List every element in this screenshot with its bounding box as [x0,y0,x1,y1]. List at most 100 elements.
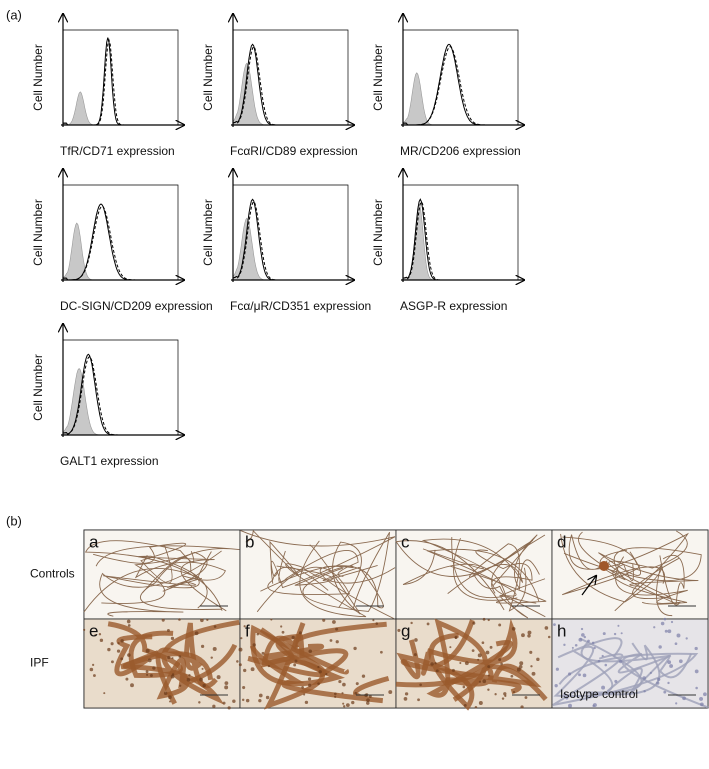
nucleus [471,649,475,652]
nucleus [487,688,490,691]
y-axis-label: Cell Number [31,44,45,111]
nucleus [258,698,262,703]
nucleus [343,705,346,708]
nucleus [613,632,617,636]
nucleus [125,677,129,681]
nucleus [426,622,430,626]
isotype-histogram [232,217,348,281]
nucleus [663,617,667,621]
nucleus [530,665,533,668]
x-axis-label: MR/CD206 expression [400,144,521,158]
nucleus [555,667,559,671]
nucleus [334,695,337,698]
nucleus [238,663,242,667]
nucleus [206,618,209,621]
nucleus [527,634,531,638]
nucleus [345,703,350,708]
nucleus [676,633,681,638]
micrograph: g [395,617,553,711]
nucleus [201,667,204,670]
nucleus [242,685,246,690]
alveolar-wall [615,555,688,606]
nucleus [463,703,467,707]
nucleus [664,629,668,633]
alveolar-wall [93,542,187,584]
nucleus [298,631,302,635]
panel-letter: b [245,532,254,551]
micrograph: h [551,617,709,709]
nucleus [527,630,532,635]
nucleus [529,650,533,654]
nucleus [224,685,229,690]
nucleus [675,702,678,705]
nucleus [368,695,372,698]
micrograph: f [238,618,397,710]
nucleus [568,672,572,676]
alveolar-wall [598,551,699,588]
tissue-band [426,618,513,702]
nucleus [604,663,608,667]
nucleus [694,646,698,651]
tissue-band [580,641,709,709]
nucleus [489,645,493,649]
alveolar-wall [302,532,391,612]
nucleus [419,683,422,687]
alveolar-wall [101,551,208,604]
panel-b-label: (b) [6,513,22,528]
nucleus [578,637,583,642]
nucleus [216,675,221,680]
nucleus [238,647,243,652]
y-axis-label: Cell Number [201,199,215,266]
nucleus [361,674,366,678]
y-axis-label: Cell Number [201,44,215,111]
nucleus [667,660,672,665]
nucleus [166,628,170,632]
nucleus [146,673,149,676]
nucleus [127,653,131,657]
nucleus [179,684,182,687]
nucleus [294,659,298,663]
nucleus [147,658,152,663]
nucleus [89,667,94,672]
nucleus [212,646,217,651]
nucleus [524,696,528,699]
nucleus [169,700,172,703]
x-axis-label: TfR/CD71 expression [60,144,175,158]
nucleus [669,664,674,668]
nucleus [308,683,312,687]
nucleus [494,693,497,696]
nucleus [678,659,683,664]
panel-letter: a [89,532,99,551]
nucleus [503,692,507,696]
nucleus [354,691,358,695]
histogram-box [233,184,349,280]
arrow [581,576,596,596]
nucleus [98,633,102,636]
nucleus [243,625,246,628]
nucleus [536,657,540,662]
nucleus [403,697,408,701]
alveolar-wall [240,530,396,589]
nucleus [317,682,320,685]
alveolar-wall [276,565,394,619]
nucleus [240,637,243,640]
nucleus [335,627,339,631]
alveolar-wall [260,565,384,609]
nucleus [658,645,662,649]
nucleus [518,664,523,669]
alveolar-wall [402,549,546,597]
panel-letter: c [401,532,410,551]
nucleus [188,674,191,677]
alveolar-wall [285,540,396,618]
nucleus [167,655,171,660]
nucleus [161,618,165,622]
nucleus [199,677,203,682]
tissue-band [156,643,238,700]
nucleus [83,628,86,631]
y-axis-label: Cell Number [371,44,385,111]
nucleus [612,691,615,695]
tissue-band [579,637,661,696]
nucleus [332,620,336,624]
nucleus [232,699,236,703]
